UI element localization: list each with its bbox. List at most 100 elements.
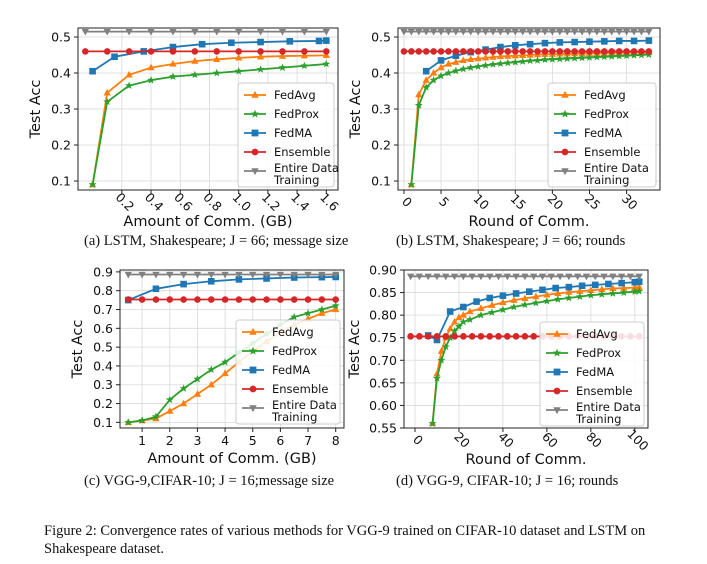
data-point — [152, 271, 160, 279]
data-point — [138, 416, 147, 424]
data-point — [645, 48, 653, 55]
data-point — [286, 38, 294, 45]
x-tick-label: 0.4 — [142, 189, 167, 214]
data-point — [442, 273, 450, 281]
data-point — [526, 40, 534, 48]
data-point — [256, 52, 265, 60]
data-point — [147, 28, 155, 36]
data-point — [473, 298, 480, 305]
legend-label: FedProx — [272, 344, 317, 358]
data-point — [451, 66, 460, 75]
data-point — [526, 28, 534, 36]
subcaption-b: (b) LSTM, Shakespeare; J = 66; rounds — [396, 233, 626, 249]
data-point — [198, 40, 206, 48]
data-point — [511, 41, 519, 49]
x-axis-label: Round of Comm. — [466, 452, 587, 468]
data-point — [486, 273, 494, 281]
data-point — [608, 28, 616, 36]
data-point — [459, 273, 467, 281]
data-point — [601, 38, 608, 45]
data-point — [433, 333, 441, 340]
data-point — [519, 28, 527, 36]
data-point — [433, 336, 441, 344]
data-point — [300, 51, 309, 59]
x-tick-label: 30 — [619, 191, 641, 213]
data-point — [609, 284, 617, 292]
data-point — [481, 53, 490, 61]
data-point — [630, 28, 638, 36]
legend-label: Entire Data — [274, 161, 339, 175]
data-point — [565, 273, 573, 281]
data-point — [585, 53, 594, 61]
data-point — [600, 273, 608, 281]
data-point — [512, 290, 520, 297]
legend-marker — [560, 109, 570, 118]
legend-label: FedProx — [274, 107, 319, 121]
data-point — [600, 28, 608, 36]
legend-marker — [561, 129, 569, 137]
data-point — [290, 271, 298, 279]
data-point — [498, 305, 507, 314]
data-point — [556, 48, 564, 55]
x-tick-label: 5 — [249, 433, 257, 448]
legend: FedAvg FedProx FedMA Ensemble Entire DataTra… — [539, 321, 645, 427]
legend-box — [235, 319, 341, 425]
data-point — [547, 273, 555, 281]
data-point — [635, 283, 643, 290]
data-point — [323, 48, 330, 55]
data-point — [622, 51, 631, 60]
data-point — [235, 276, 243, 283]
data-point — [124, 418, 133, 426]
y-tick-label: 0.8 — [93, 283, 113, 298]
data-point — [407, 180, 416, 188]
data-point — [407, 333, 414, 340]
data-point — [125, 28, 133, 36]
data-point — [459, 311, 467, 318]
legend-label: Ensemble — [576, 384, 632, 398]
data-point — [476, 310, 485, 319]
data-point — [277, 296, 284, 303]
data-point — [504, 48, 512, 55]
data-point — [460, 303, 467, 311]
data-point — [489, 48, 497, 55]
data-point — [301, 48, 308, 55]
data-point — [263, 296, 270, 303]
data-point — [424, 273, 432, 281]
data-point — [459, 28, 467, 36]
data-point — [586, 38, 593, 45]
data-point — [496, 59, 505, 68]
data-point — [608, 289, 617, 297]
data-point — [511, 58, 520, 66]
data-point — [221, 358, 230, 366]
data-point — [422, 48, 430, 55]
data-point — [415, 273, 424, 281]
data-point — [429, 69, 438, 76]
data-point — [571, 38, 578, 46]
series-line-fedavg — [91, 54, 327, 185]
data-point — [477, 304, 485, 312]
data-point — [207, 380, 215, 388]
x-tick-label: 40 — [495, 429, 517, 451]
x-tick-label: 5 — [436, 194, 452, 210]
data-point — [179, 271, 188, 279]
y-tick-label: 0.3 — [51, 102, 71, 117]
data-point — [103, 28, 111, 36]
data-point — [193, 390, 202, 397]
legend-label: Training — [271, 410, 317, 424]
x-tick-label: 1.6 — [317, 189, 342, 214]
data-point — [415, 90, 423, 98]
data-point — [582, 273, 591, 281]
data-point — [474, 48, 482, 55]
data-point — [592, 53, 601, 61]
data-point — [249, 296, 257, 303]
data-point — [548, 28, 557, 36]
data-point — [446, 333, 455, 342]
data-point — [207, 271, 215, 279]
y-tick-label: 0.9 — [93, 264, 113, 279]
legend-label: FedMA — [584, 126, 622, 140]
legend-marker — [561, 148, 569, 156]
data-point — [256, 28, 265, 36]
data-point — [168, 72, 177, 80]
y-tick-label: 0.5 — [51, 30, 71, 45]
series-line-fedprox — [91, 63, 327, 185]
